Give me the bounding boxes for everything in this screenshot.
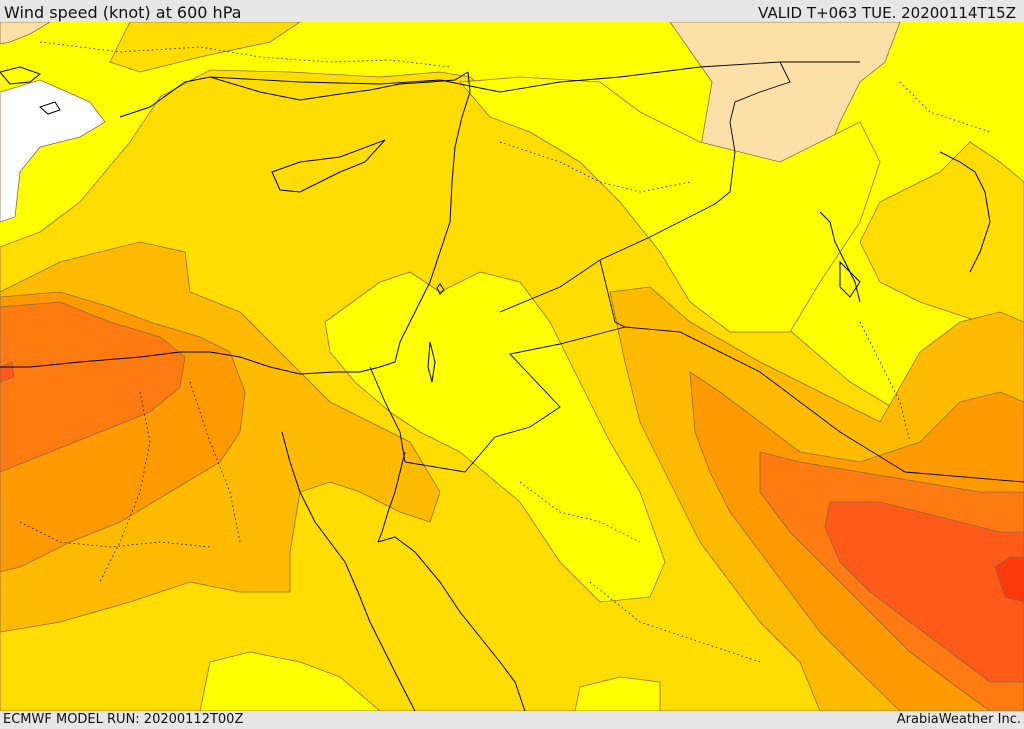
low-wind-pocket-south-2 <box>574 676 661 711</box>
calm-region-light-nw <box>0 22 51 45</box>
calm-region-white <box>0 79 106 223</box>
low-wind-pocket-south <box>199 651 381 711</box>
weather-map[interactable] <box>0 22 1024 711</box>
wind-speed-field <box>0 22 1024 711</box>
model-run-label: ECMWF MODEL RUN: 20200112T00Z <box>3 712 244 727</box>
map-header: Wind speed (knot) at 600 hPa VALID T+063… <box>0 0 1024 22</box>
band-1-nw-strip <box>109 22 301 73</box>
band-5-east <box>824 501 1024 683</box>
map-footer: ECMWF MODEL RUN: 20200112T00Z ArabiaWeat… <box>0 711 1024 729</box>
band-4-west <box>0 301 186 473</box>
band-6-east <box>994 556 1024 603</box>
valid-time-label: VALID T+063 TUE. 20200114T15Z <box>758 4 1016 22</box>
province-boundaries <box>19 41 991 663</box>
credit-label: ArabiaWeather Inc. <box>896 712 1021 727</box>
coastlines <box>0 66 991 711</box>
map-title: Wind speed (knot) at 600 hPa <box>4 3 242 22</box>
low-wind-pocket-north <box>459 76 881 333</box>
borders <box>209 61 1024 483</box>
